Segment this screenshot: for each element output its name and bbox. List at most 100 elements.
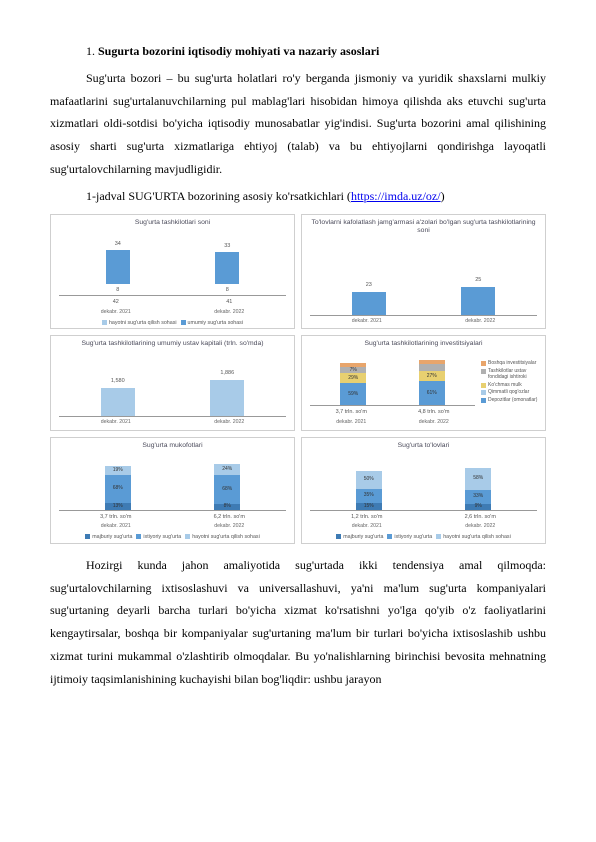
stacked-bar: 7%29%59% bbox=[340, 363, 366, 405]
swatch-icon bbox=[336, 534, 341, 539]
x-axis: dekabr. 2021 dekabr. 2022 bbox=[310, 315, 537, 327]
x-sub: dekabr. 2021 bbox=[310, 418, 393, 428]
bar-group: 1,886 bbox=[210, 368, 244, 415]
chart-investments: Sug'urta tashkilotlarining investitsiyal… bbox=[301, 335, 546, 430]
legend-label: Tashkilotlar ustav fondidagi ishtiroki bbox=[488, 368, 541, 381]
bar-segment: 19% bbox=[105, 466, 131, 475]
value-label: 1,886 bbox=[220, 368, 234, 378]
chart-legend: majburiy sug'urtaixtiyoriy sug'urtahayot… bbox=[55, 534, 290, 541]
bar-segment bbox=[352, 292, 386, 315]
chart-org-count: Sug'urta tashkilotlari soni 34 8 33 8 42… bbox=[50, 214, 295, 330]
legend-label: Ko'chmas mulk bbox=[488, 382, 522, 389]
legend-item: hayotni sug'urta qilish sohasi bbox=[436, 534, 511, 540]
swatch-icon bbox=[185, 534, 190, 539]
bar-segment: 15% bbox=[356, 503, 382, 510]
x-bot: 4,8 trln. so'm bbox=[393, 407, 476, 417]
x-bot: 6,2 trln. so'm bbox=[173, 512, 287, 522]
bar-segment bbox=[101, 388, 135, 416]
x-label: dekabr. 2022 bbox=[173, 418, 287, 428]
value-label: 33 bbox=[224, 241, 230, 251]
bar-segment: 24% bbox=[214, 464, 240, 475]
x-bot: 1,2 trln. so'm bbox=[310, 512, 424, 522]
x-axis: 42 dekabr. 2021 41 dekabr. 2022 bbox=[59, 295, 286, 317]
table-caption: 1-jadval SUG'URTA bozorining asosiy ko'r… bbox=[50, 185, 546, 208]
x-label: dekabr. 2022 bbox=[424, 317, 538, 327]
chart-legend: hayotni sug'urta qilish sohasiumumiy sug… bbox=[55, 320, 290, 327]
bar-segment: 68% bbox=[214, 475, 240, 504]
legend-label: Qimmatli qog'ozlar bbox=[488, 389, 529, 396]
chart-title: Sug'urta tashkilotlari soni bbox=[55, 219, 290, 235]
bar-group: 23 bbox=[352, 280, 386, 314]
legend-item: Depozitlar (omonatlar) bbox=[481, 397, 541, 404]
source-link[interactable]: https://imda.uz/oz/ bbox=[351, 189, 441, 203]
swatch-icon bbox=[481, 398, 486, 403]
chart-guarantee-fund: To'lovlarni kafolatlash jamg'armasi a'zo… bbox=[301, 214, 546, 330]
x-label: dekabr. 2021 bbox=[59, 418, 173, 428]
value-label: 1,580 bbox=[111, 376, 125, 386]
chart-title: Sug'urta tashkilotlarining umumiy ustav … bbox=[55, 340, 290, 356]
swatch-icon bbox=[481, 361, 486, 366]
legend-item: hayotni sug'urta qilish sohasi bbox=[102, 320, 177, 326]
legend-item: ixtiyoriy sug'urta bbox=[136, 534, 181, 540]
stacked-bar: 50%35%15% bbox=[356, 471, 382, 510]
chart-title: Sug'urta mukofotlari bbox=[55, 442, 290, 458]
section-heading: 1. Sugurta bozorini iqtisodiy mohiyati v… bbox=[50, 40, 546, 63]
x-label: 1,2 trln. so'm dekabr. 2021 bbox=[310, 512, 424, 532]
chart-body: 7%29%59% 27%61% 3,7 trln. so'm dekabr. 2… bbox=[306, 358, 541, 427]
x-axis: 3,7 trln. so'm dekabr. 2021 4,8 trln. so… bbox=[310, 405, 475, 427]
bar-segment: 68% bbox=[105, 475, 131, 503]
x-label: 42 dekabr. 2021 bbox=[59, 297, 173, 317]
swatch-icon bbox=[387, 534, 392, 539]
legend-item: Ko'chmas mulk bbox=[481, 382, 541, 389]
swatch-icon bbox=[436, 534, 441, 539]
value-label: 25 bbox=[475, 275, 481, 285]
value-label: 34 bbox=[115, 239, 121, 249]
x-label: dekabr. 2021 bbox=[310, 317, 424, 327]
charts-grid: Sug'urta tashkilotlari soni 34 8 33 8 42… bbox=[50, 214, 546, 544]
chart-payments: Sug'urta to'lovlari 50%35%15% 58%33%9% 1… bbox=[301, 437, 546, 544]
value-label: 23 bbox=[366, 280, 372, 290]
stacked-bar: 19%68%13% bbox=[105, 466, 131, 510]
x-bot: 3,7 trln. so'm bbox=[59, 512, 173, 522]
chart-plot: 1,580 1,886 bbox=[55, 358, 290, 415]
x-label: 2,6 trln. so'm dekabr. 2022 bbox=[424, 512, 538, 532]
bar-group: 1,580 bbox=[101, 376, 135, 415]
stacked-bar: 24%68%8% bbox=[214, 464, 240, 510]
chart-title: Sug'urta tashkilotlarining investitsiyal… bbox=[306, 340, 541, 356]
x-sub: dekabr. 2022 bbox=[173, 308, 287, 318]
value-label: 8 bbox=[116, 285, 119, 295]
chart-legend: majburiy sug'urtaixtiyoriy sug'urtahayot… bbox=[306, 534, 541, 541]
legend-item: majburiy sug'urta bbox=[336, 534, 383, 540]
bar-group: 34 8 bbox=[106, 239, 130, 296]
plot-area: 7%29%59% 27%61% bbox=[306, 358, 479, 405]
legend-item: Tashkilotlar ustav fondidagi ishtiroki bbox=[481, 368, 541, 381]
x-sub: dekabr. 2021 bbox=[59, 308, 173, 318]
table-caption-suffix: ) bbox=[441, 189, 445, 203]
x-sub: dekabr. 2021 bbox=[59, 522, 173, 532]
x-axis: dekabr. 2021 dekabr. 2022 bbox=[59, 416, 286, 428]
bar-segment: 59% bbox=[340, 383, 366, 405]
legend-item: hayotni sug'urta qilish sohasi bbox=[185, 534, 260, 540]
bar-segment bbox=[215, 252, 239, 284]
chart-premiums: Sug'urta mukofotlari 19%68%13% 24%68%8% … bbox=[50, 437, 295, 544]
bar-group: 33 8 bbox=[215, 241, 239, 296]
chart-title: To'lovlarni kafolatlash jamg'armasi a'zo… bbox=[306, 219, 541, 241]
x-sub: dekabr. 2022 bbox=[393, 418, 476, 428]
heading-title: Sugurta bozorini iqtisodiy mohiyati va n… bbox=[98, 44, 379, 58]
bar-segment: 61% bbox=[419, 381, 445, 405]
bar-segment: 13% bbox=[105, 503, 131, 510]
x-mid: 41 bbox=[173, 297, 287, 307]
swatch-icon bbox=[181, 320, 186, 325]
x-mid: 42 bbox=[59, 297, 173, 307]
chart-plot: 7%29%59% 27%61% 3,7 trln. so'm dekabr. 2… bbox=[306, 358, 479, 427]
bar-segment: 50% bbox=[356, 471, 382, 489]
intro-paragraph: Sug'urta bozori – bu sug'urta holatlari … bbox=[50, 67, 546, 181]
heading-number: 1. bbox=[86, 44, 95, 58]
swatch-icon bbox=[481, 369, 486, 374]
swatch-icon bbox=[136, 534, 141, 539]
bar-segment: 58% bbox=[465, 468, 491, 490]
chart-plot: 19%68%13% 24%68%8% bbox=[55, 460, 290, 510]
chart-plot: 50%35%15% 58%33%9% bbox=[306, 460, 541, 510]
bar-segment bbox=[419, 364, 445, 371]
value-label: 8 bbox=[226, 285, 229, 295]
